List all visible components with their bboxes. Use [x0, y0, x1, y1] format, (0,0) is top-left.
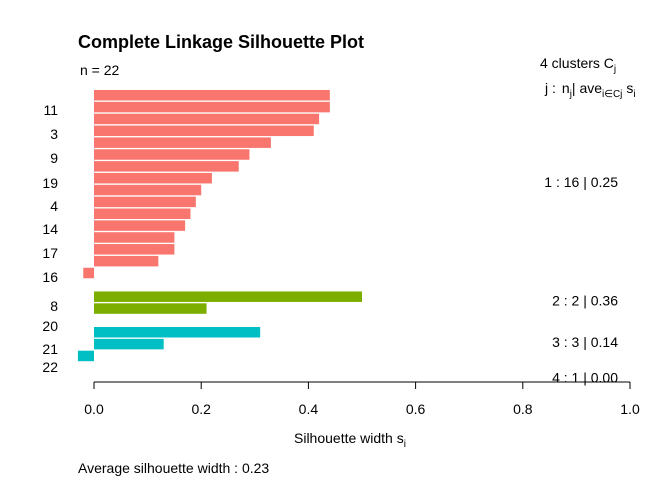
bar-cluster-1-2 [94, 101, 330, 113]
y-label-9: 9 [50, 150, 58, 166]
bar-cluster-2-1 [94, 291, 362, 302]
cluster-summary-1: 1 : 16 | 0.25 [544, 174, 618, 190]
legend-header: j : nj| avei∈Cj si [544, 80, 636, 100]
bar-cluster-1-14 [94, 244, 175, 255]
y-label-17: 17 [42, 245, 58, 261]
cluster-summaries-group: 1 : 16 | 0.25 2 : 2 | 0.36 3 : 3 | 0.14 4 :… [544, 174, 618, 386]
x-axis-label: Silhouette width si [294, 430, 406, 450]
bar-cluster-2-2 [94, 303, 207, 314]
bar-cluster-1-8 [94, 172, 212, 184]
bar-cluster-1-5 [94, 137, 271, 148]
y-label-3: 3 [50, 126, 58, 142]
x-tick-label-0.2: 0.2 [191, 401, 211, 417]
bar-cluster-1-4 [94, 125, 314, 137]
average-silhouette-footer: Average silhouette width : 0.23 [78, 460, 269, 476]
bar-cluster-1-13 [94, 232, 175, 243]
y-label-21: 21 [42, 341, 58, 357]
chart-title: Complete Linkage Silhouette Plot [78, 32, 364, 52]
y-label-20: 20 [42, 318, 58, 334]
cluster-summary-3: 3 : 3 | 0.14 [552, 334, 618, 350]
bar-cluster-1-10 [94, 196, 196, 208]
cluster-summary-2: 2 : 2 | 0.36 [552, 292, 618, 308]
n-label: n = 22 [80, 62, 120, 78]
x-tick-label-0.6: 0.6 [406, 401, 426, 417]
y-label-4: 4 [50, 198, 58, 214]
bar-cluster-1-16 [83, 267, 94, 279]
x-tick-label-0.8: 0.8 [513, 401, 533, 417]
bar-cluster-1-7 [94, 161, 239, 172]
bar-cluster-1-12 [94, 220, 186, 231]
y-label-16: 16 [42, 269, 58, 285]
bar-cluster-1-11 [94, 208, 191, 219]
bars-group [77, 90, 362, 362]
bar-cluster-1-1 [94, 90, 330, 101]
bar-cluster-1-9 [94, 184, 202, 196]
y-label-8: 8 [50, 298, 58, 314]
x-tick-label-1.0: 1.0 [620, 401, 640, 417]
x-axis: 0.0 0.2 0.4 0.6 0.8 1.0 [84, 381, 640, 417]
y-label-14: 14 [42, 221, 58, 237]
y-label-22: 22 [42, 359, 58, 375]
bar-cluster-1-6 [94, 149, 250, 160]
bar-cluster-3-2 [94, 338, 164, 350]
cluster-summary-4: 4 : 1 | 0.00 [552, 369, 618, 385]
bar-cluster-1-15 [94, 255, 159, 267]
bar-cluster-3-3 [77, 350, 94, 362]
x-tick-label-0.0: 0.0 [84, 401, 104, 417]
y-labels-group: 11 3 9 19 4 14 17 16 8 20 21 22 [42, 102, 58, 375]
x-tick-label-0.4: 0.4 [299, 401, 319, 417]
bar-cluster-3-1 [94, 327, 261, 338]
y-label-19: 19 [42, 175, 58, 191]
bar-cluster-1-3 [94, 113, 320, 125]
y-label-11: 11 [43, 102, 58, 118]
clusters-header: 4 clusters Cj [540, 55, 616, 75]
